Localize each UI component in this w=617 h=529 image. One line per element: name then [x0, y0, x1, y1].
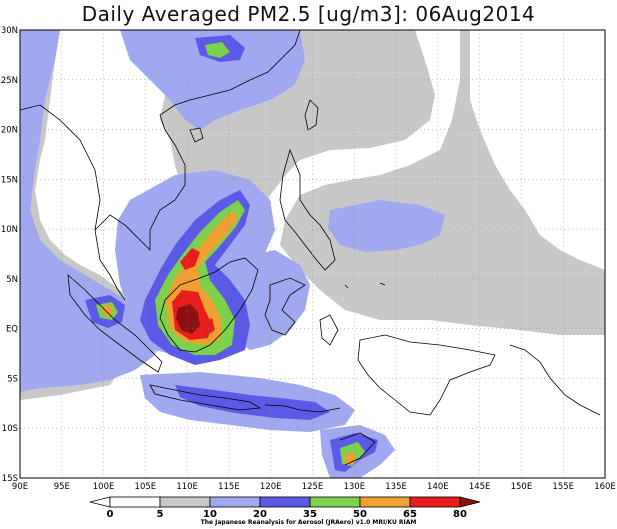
coast-mainland: [20, 30, 301, 301]
lon-tick-label: 140E: [427, 482, 449, 492]
coast-moluccas: [319, 314, 339, 346]
lat-axis-labels: 30N 25N 20N 15N 10N 5N EQ 5S 10S 15S: [1, 26, 18, 484]
pm25-orange-timor: [344, 452, 356, 466]
lat-tick-label: 10N: [1, 225, 18, 235]
lat-tick-label: 15S: [2, 474, 18, 484]
coast-borneo: [159, 257, 259, 353]
lon-axis-labels: 90E 95E 100E 105E 110E 115E 120E 125E 130E 135E 14…: [12, 482, 616, 492]
credit-text: The Japanese Reanalysis for Aerosol (JRA…: [200, 519, 417, 526]
lon-tick-label: 130E: [343, 482, 365, 492]
colorbar-label: 50: [353, 509, 367, 520]
colorbar-label: 35: [303, 509, 317, 520]
lon-tick-label: 95E: [54, 482, 70, 492]
coast-sumatra: [67, 274, 163, 373]
lon-tick-label: 125E: [302, 482, 324, 492]
lat-tick-label: 10S: [2, 424, 18, 434]
coast-sulawesi: [264, 277, 306, 336]
colorbar-label: 20: [253, 509, 267, 520]
pm25-darkred-core: [176, 304, 200, 334]
colorbar-segment: [259, 496, 311, 508]
lon-tick-label: 120E: [260, 482, 282, 492]
colorbar-label: 65: [403, 509, 417, 520]
coastlines: [20, 30, 601, 466]
lon-tick-label: 150E: [511, 482, 533, 492]
lon-tick-label: 90E: [12, 482, 28, 492]
pm25-lightblue-west: [20, 30, 155, 392]
lat-tick-label: 5S: [7, 374, 18, 384]
colorbar-segment: [359, 496, 411, 508]
lat-tick-label: 30N: [1, 26, 18, 36]
colorbar: 0 5 10 20 35 50 65 80: [89, 496, 481, 520]
coast-new-guinea: [357, 334, 496, 416]
colorbar-low-arrow: [89, 496, 111, 508]
grid-lines: [20, 30, 605, 478]
colorbar-segment: [309, 496, 361, 508]
lon-tick-label: 115E: [218, 482, 240, 492]
lon-tick-label: 155E: [552, 482, 574, 492]
lat-tick-label: 25N: [1, 76, 18, 86]
coast-lesser-sunda: [264, 404, 376, 466]
pm25-lightblue-east: [328, 200, 445, 252]
pm25-blue-java: [175, 385, 330, 420]
lat-tick-label: 5N: [6, 275, 18, 285]
coast-hainan: [189, 127, 204, 143]
coast-java: [149, 384, 262, 411]
colorbar-label: 0: [107, 509, 114, 520]
pm25-red-north: [180, 248, 200, 270]
lon-tick-label: 160E: [594, 482, 616, 492]
lat-tick-label: EQ: [6, 325, 18, 335]
colorbar-segment: [409, 496, 461, 508]
coast-philippines: [279, 148, 336, 271]
pm25-white-east: [470, 30, 605, 270]
coast-pacific-islands: [344, 282, 601, 416]
plot-frame: [19, 29, 606, 479]
pm25-green-north: [205, 42, 230, 58]
lon-tick-label: 110E: [176, 482, 198, 492]
colorbar-segment: [159, 496, 211, 508]
pm25-red-east: [205, 318, 215, 335]
colorbar-segment: [209, 496, 261, 508]
lon-tick-label: 145E: [469, 482, 491, 492]
colorbar-label: 80: [453, 509, 467, 520]
lat-tick-label: 20N: [1, 126, 18, 136]
lat-tick-label: 15N: [1, 175, 18, 185]
coast-taiwan: [304, 99, 319, 131]
lon-tick-label: 105E: [135, 482, 157, 492]
pm25-field: [20, 30, 605, 478]
map-title: Daily Averaged PM2.5 [ug/m3]: 06Aug2014: [81, 2, 536, 26]
colorbar-label: 10: [203, 509, 217, 520]
colorbar-high-arrow: [459, 496, 481, 508]
lon-tick-label: 135E: [385, 482, 407, 492]
pm25-white-se: [355, 350, 605, 478]
colorbar-label: 5: [157, 509, 164, 520]
colorbar-segment: [109, 496, 161, 508]
lon-tick-label: 100E: [93, 482, 115, 492]
